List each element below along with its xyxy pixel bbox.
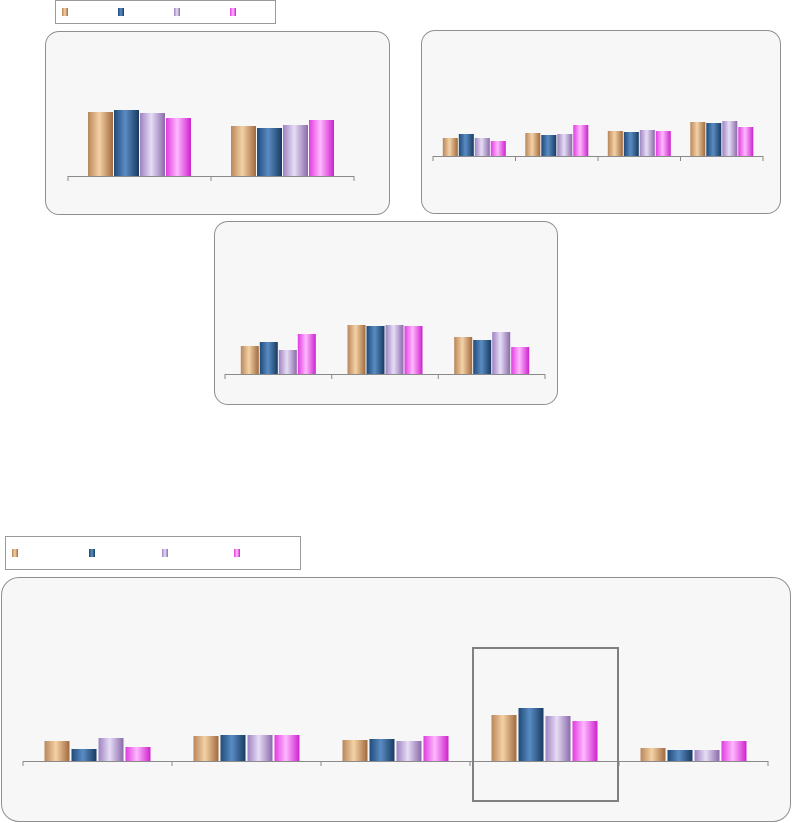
bar-c2-cat4-s4 <box>738 127 754 156</box>
bar-c4-cat1-s4 <box>125 747 151 761</box>
legend-bottom <box>5 536 301 570</box>
legend-swatch-4 <box>230 8 236 16</box>
bar-c3-cat2-s3 <box>385 325 404 374</box>
bar-c1-cat2-s1 <box>231 126 256 176</box>
bar-c2-cat1-s1 <box>442 138 458 156</box>
bar-c2-cat3-s1 <box>607 131 623 156</box>
bar-c3-cat1-s2 <box>259 342 278 374</box>
bar-c1-cat2-s4 <box>309 120 334 176</box>
chart-panel-4 <box>1 577 791 822</box>
bar-c2-cat3-s3 <box>639 130 655 156</box>
legend-bottom-item-3 <box>162 549 172 557</box>
bar-c3-cat1-s4 <box>297 334 316 374</box>
bar-c4-cat2-s4 <box>274 735 300 761</box>
bar-c4-cat1-s3 <box>98 738 124 761</box>
bar-c1-cat1-s1 <box>88 112 113 176</box>
chart-4 <box>22 708 769 766</box>
bar-c2-cat2-s2 <box>541 135 557 156</box>
legend-item-1 <box>62 8 72 16</box>
legend-bottom-swatch-4 <box>234 549 240 557</box>
legend-bottom-swatch-3 <box>162 549 168 557</box>
bar-c4-cat3-s1 <box>342 740 368 761</box>
bar-c4-cat2-s2 <box>220 735 246 761</box>
legend-swatch-3 <box>174 8 180 16</box>
bar-c2-cat2-s1 <box>525 133 541 156</box>
bar-c4-cat4-s2 <box>518 708 544 761</box>
legend-item-2 <box>118 8 128 16</box>
bar-c4-cat5-s1 <box>640 748 666 761</box>
bar-c4-cat2-s1 <box>193 736 219 761</box>
bar-c3-cat3-s4 <box>511 347 530 374</box>
bar-c1-cat2-s3 <box>283 125 308 176</box>
bar-c2-cat1-s2 <box>458 134 474 156</box>
bar-c1-cat1-s4 <box>166 118 191 176</box>
legend-bottom-item-1 <box>12 549 22 557</box>
bar-c3-cat2-s4 <box>404 326 423 374</box>
bar-c4-cat4-s3 <box>545 716 571 761</box>
bar-c1-cat1-s2 <box>114 110 139 176</box>
bar-c4-cat4-s1 <box>491 715 517 761</box>
bar-c4-cat3-s4 <box>423 736 449 761</box>
bar-c2-cat2-s3 <box>557 134 573 156</box>
bar-c4-cat2-s3 <box>247 735 273 761</box>
bar-c2-cat4-s3 <box>722 121 738 156</box>
bar-c4-cat5-s2 <box>667 750 693 761</box>
legend-swatch-1 <box>62 8 68 16</box>
chart-panel-2 <box>421 30 781 214</box>
legend-bottom-swatch-2 <box>89 549 95 557</box>
bar-c4-cat1-s2 <box>71 749 97 761</box>
bar-c2-cat2-s4 <box>573 125 589 156</box>
bar-c3-cat1-s3 <box>278 350 297 374</box>
bar-c2-cat3-s2 <box>623 132 639 156</box>
bar-c4-cat3-s2 <box>369 739 395 761</box>
chart-1 <box>67 110 355 181</box>
bar-c2-cat4-s2 <box>706 123 722 156</box>
legend-bottom-item-4 <box>234 549 244 557</box>
bar-c4-cat4-s4 <box>572 721 598 761</box>
legend-swatch-2 <box>118 8 124 16</box>
bar-c3-cat2-s2 <box>366 326 385 374</box>
chart-2 <box>432 121 764 161</box>
bar-c2-cat3-s4 <box>655 131 671 156</box>
bar-c2-cat1-s3 <box>474 138 490 156</box>
bar-c3-cat1-s1 <box>240 346 259 374</box>
bar-c2-cat4-s1 <box>690 122 706 156</box>
legend-bottom-swatch-1 <box>12 549 18 557</box>
bar-c4-cat5-s4 <box>721 741 747 761</box>
bar-c3-cat3-s3 <box>492 332 511 374</box>
bar-c1-cat2-s2 <box>257 128 282 176</box>
legend-item-4 <box>230 8 240 16</box>
chart-3 <box>224 325 546 379</box>
bar-c4-cat1-s1 <box>44 741 70 761</box>
legend-item-3 <box>174 8 184 16</box>
bar-c4-cat5-s3 <box>694 750 720 761</box>
bar-c3-cat3-s2 <box>473 340 492 374</box>
bar-c1-cat1-s3 <box>140 113 165 176</box>
bar-c3-cat3-s1 <box>454 337 473 374</box>
bar-c3-cat2-s1 <box>347 325 366 374</box>
legend-bottom-item-2 <box>89 549 99 557</box>
bar-c2-cat1-s4 <box>490 141 506 156</box>
bar-c4-cat3-s3 <box>396 741 422 761</box>
legend-top <box>55 0 276 24</box>
